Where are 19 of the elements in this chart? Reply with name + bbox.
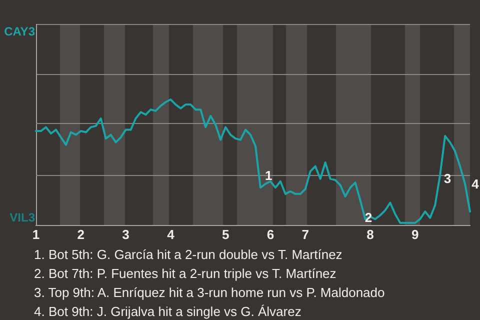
x-tick-label: 6 [266,226,274,242]
x-tick-label: 1 [32,226,40,242]
x-tick-label: 3 [122,226,130,242]
x-tick-label: 2 [77,226,85,242]
text: 2. Bot 7th: P. Fuentes hit a 2-run triple vs T. Martínez [34,265,338,283]
text: VIL3 [10,210,36,225]
x-tick-label: 9 [412,226,419,242]
annotation: 3 [444,170,452,186]
x-tick-label: 5 [222,226,230,242]
text: 4. Bot 9th: J. Grijalva hit a single vs G. Álvarez [34,303,302,320]
text: CAY3 [4,24,36,38]
text: 4 [472,176,480,192]
text: 3. Top 9th: A. Enríquez hit a 3-run home run vs P. Maldonado [34,284,386,302]
x-tick-label: 4 [167,226,176,242]
text: 1. Bot 5th: G. García hit a 2-run double vs T. Martínez [34,246,344,264]
annotation: 2 [364,210,372,225]
annotation: 1 [265,168,272,183]
x-tick-label: 8 [366,226,374,242]
x-tick-label: 7 [302,226,309,242]
